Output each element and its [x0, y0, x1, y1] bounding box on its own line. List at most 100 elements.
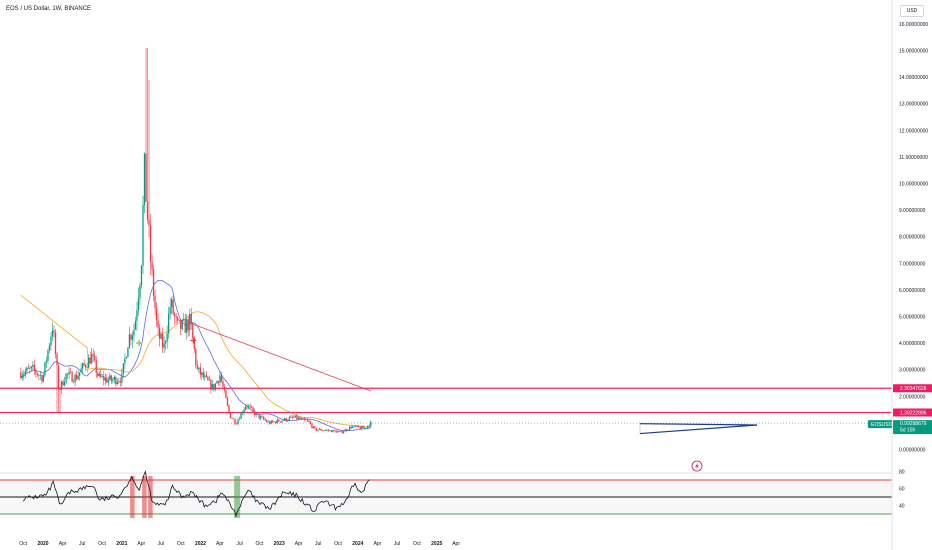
candle [222, 376, 224, 391]
candle [177, 316, 179, 324]
candle-body [339, 431, 342, 432]
candle [320, 428, 322, 432]
candle-body [110, 375, 112, 381]
currency-button[interactable]: USD [900, 5, 924, 17]
candle-body [36, 373, 39, 376]
candle-body [169, 307, 171, 314]
candle-body [326, 429, 328, 431]
candle-body [342, 431, 345, 433]
candle-body [21, 375, 23, 378]
candle [23, 369, 25, 380]
candle [330, 429, 333, 433]
candle [44, 361, 46, 378]
price-tick-label: 8.00000000 [899, 235, 926, 241]
buy-signal-icon [136, 340, 143, 347]
candle [41, 373, 43, 385]
candle [350, 425, 352, 430]
candle-body [100, 373, 102, 377]
candle-body [50, 336, 52, 346]
candle [92, 348, 94, 362]
candle [125, 356, 128, 359]
price-tick-label: 12.00000000 [899, 128, 928, 134]
candle-body [56, 354, 58, 366]
candle [324, 429, 327, 432]
candle-body [240, 413, 242, 419]
candle-body [121, 373, 123, 383]
candle-body [172, 299, 174, 314]
candle-body [266, 420, 268, 422]
candle-body [106, 377, 108, 383]
candle [184, 313, 186, 333]
candle [249, 403, 251, 409]
candle [326, 428, 328, 432]
candle [210, 378, 212, 394]
time-tick-label: 2025 [431, 541, 442, 547]
candle [260, 414, 262, 421]
candle [339, 430, 342, 432]
candle [57, 362, 60, 413]
upper-level-tag-text: 2.30347628 [900, 386, 927, 392]
candle [269, 420, 271, 425]
candle [204, 371, 206, 382]
candle-body [109, 375, 111, 380]
time-tick-label: Jul [158, 541, 164, 547]
trendline-drawing[interactable] [639, 423, 758, 435]
candle [110, 374, 112, 385]
candle [131, 331, 134, 349]
candle [54, 328, 57, 359]
candle-body [355, 425, 357, 427]
ma-orange-line [20, 294, 371, 428]
candle-body [193, 337, 195, 349]
candle [151, 253, 153, 277]
candle [142, 195, 144, 275]
candle [285, 417, 287, 422]
candle [75, 370, 78, 381]
candle-body [124, 358, 126, 364]
candle [217, 380, 220, 386]
candle-body [27, 367, 29, 369]
candle [347, 429, 349, 432]
candle-body [285, 418, 287, 422]
time-tick-label: Jul [79, 541, 85, 547]
candle [290, 415, 292, 418]
candle [139, 282, 141, 306]
candle-body [115, 377, 117, 385]
candle [359, 425, 361, 430]
candle-body [149, 225, 152, 262]
candle [91, 348, 93, 364]
candle [122, 363, 125, 378]
candle-body [238, 418, 241, 420]
candle [318, 427, 321, 431]
candle [309, 420, 312, 425]
horizontal-levels[interactable] [0, 387, 892, 424]
candle-body [329, 430, 331, 431]
time-axis[interactable]: Oct 2020 Apr Jul Oct 2021 Apr Jul Oct 2022 Apr Jul O… [19, 541, 460, 547]
candle-body [163, 343, 165, 348]
candle-body [148, 219, 150, 226]
candle-body [205, 375, 207, 377]
symbol-title[interactable]: EOS / US Dollar, 1W, BINANCE [6, 6, 92, 12]
time-tick-label: Apr [216, 541, 224, 547]
candle [94, 350, 96, 363]
time-tick-label: 2024 [352, 541, 363, 547]
candle-body [66, 373, 69, 375]
candle [202, 368, 204, 380]
candle [74, 372, 76, 386]
candle-body [356, 425, 358, 427]
candle-body [184, 319, 186, 333]
candle [42, 372, 45, 383]
candle-body [113, 377, 115, 380]
candle-body [332, 430, 334, 433]
candle [208, 375, 211, 381]
candle-body [228, 405, 230, 413]
candle-body [177, 317, 179, 321]
candle [272, 419, 274, 424]
lower-level-tag-bg [893, 408, 932, 417]
flat-trendline [639, 423, 758, 426]
candle-body [130, 334, 132, 340]
candle [133, 323, 135, 343]
price-tick-label: 0.00000000 [899, 448, 926, 454]
candle [146, 47, 149, 224]
price-axis[interactable]: 16.00000000 15.00000000 14.00000000 13.0000… [891, 0, 928, 550]
